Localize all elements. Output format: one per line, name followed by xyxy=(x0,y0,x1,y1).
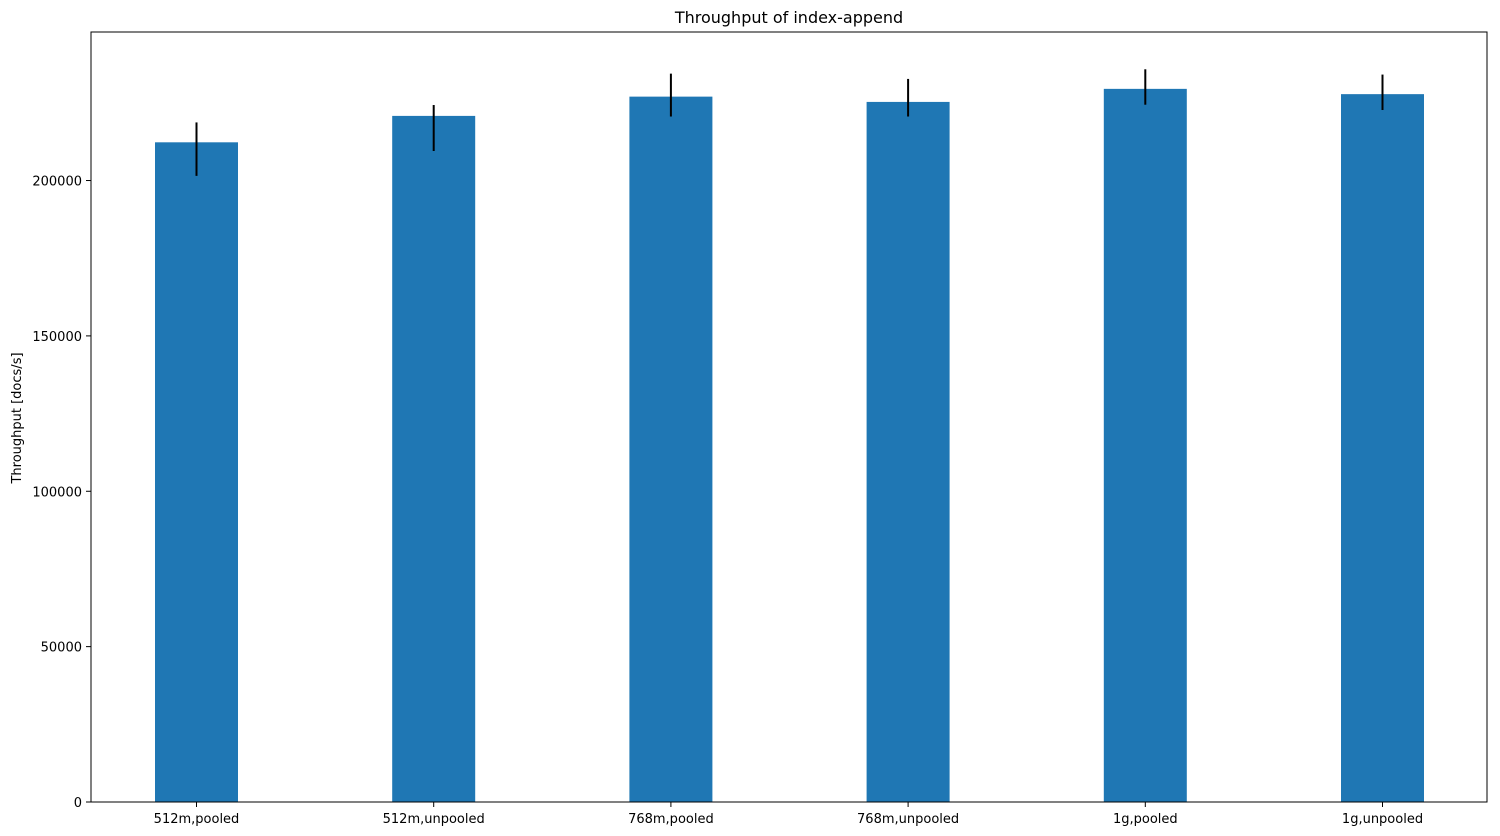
x-tick-label: 1g,unpooled xyxy=(1342,812,1423,827)
y-axis-ticks: 0 50000 100000 150000 200000 xyxy=(32,175,91,811)
y-tick-label: 0 xyxy=(74,796,82,811)
x-tick-label: 512m,unpooled xyxy=(383,812,485,827)
bar-1 xyxy=(392,115,476,802)
bar-3 xyxy=(866,101,950,802)
bar-4 xyxy=(1103,88,1187,803)
x-tick-label: 512m,pooled xyxy=(154,812,240,827)
bar-2 xyxy=(629,96,713,803)
y-tick-label: 50000 xyxy=(41,641,82,656)
bars-group xyxy=(155,88,1424,803)
x-tick-label: 768m,pooled xyxy=(628,812,714,827)
x-axis-ticks: 512m,pooled 512m,unpooled 768m,pooled 768m,… xyxy=(154,802,1423,827)
x-tick-label: 1g,pooled xyxy=(1113,812,1178,827)
bar-0 xyxy=(155,142,238,802)
error-bars-group xyxy=(195,69,1384,176)
plot-frame xyxy=(90,31,1488,803)
chart-title: Throughput of index-append xyxy=(674,8,903,27)
y-tick-label: 100000 xyxy=(32,485,82,500)
bar-5 xyxy=(1341,94,1424,802)
y-axis-label: Throughput [docs/s] xyxy=(10,352,25,484)
y-tick-label: 200000 xyxy=(32,175,82,190)
x-tick-label: 768m,unpooled xyxy=(857,812,959,827)
y-tick-label: 150000 xyxy=(32,330,82,345)
